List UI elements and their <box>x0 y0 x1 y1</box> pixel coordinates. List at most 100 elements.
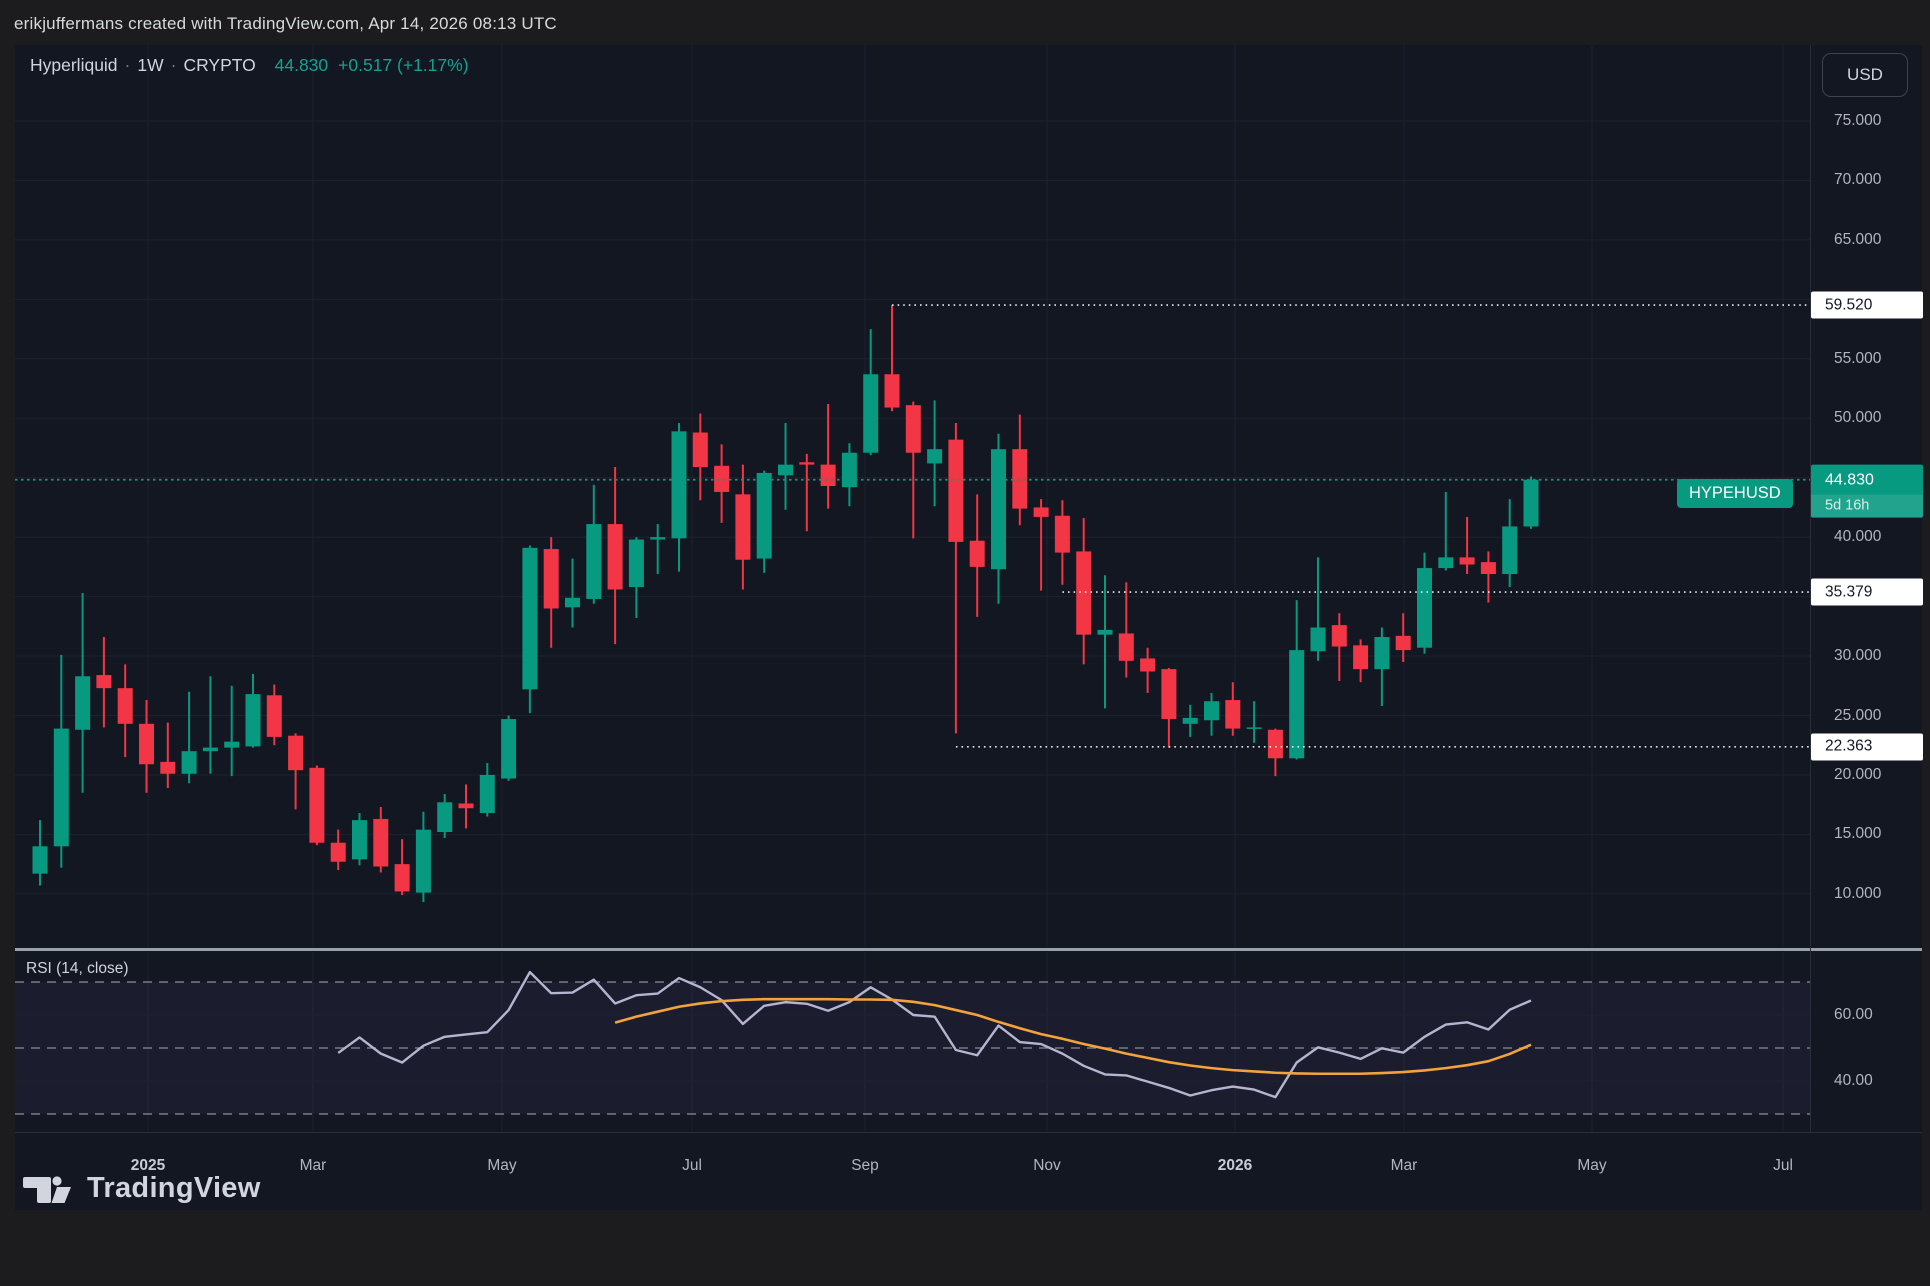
candle-body <box>948 439 964 542</box>
candle-body <box>479 774 495 813</box>
price-axis-tick: 55.000 <box>1834 349 1882 367</box>
candle-body <box>991 449 1006 570</box>
chart-widget[interactable]: Hyperliquid · 1W · CRYPTO 44.830 +0.517 (+1.1… <box>15 45 1923 1211</box>
candle-body <box>628 539 644 588</box>
candle-body <box>415 829 431 893</box>
price-axis-tick: 15.000 <box>1834 825 1882 843</box>
current-price-label: 44.830 5d 16h <box>1811 464 1923 518</box>
candle-body <box>1374 637 1390 670</box>
legend-values: 44.830 +0.517 (+1.17%) <box>275 55 479 75</box>
candle-body <box>181 751 197 774</box>
time-axis-label[interactable]: 2025 <box>130 1157 166 1174</box>
candle-body <box>1395 635 1411 651</box>
candle-body <box>288 735 304 771</box>
candle-body <box>756 472 772 559</box>
tradingview-logo[interactable]: TradingView <box>23 1172 261 1205</box>
candle-body <box>1502 526 1518 575</box>
price-axis-tick: 65.000 <box>1834 230 1882 248</box>
candle-body <box>309 767 325 843</box>
candle-body <box>1204 701 1219 721</box>
candle-body <box>1182 717 1198 724</box>
time-axis-label[interactable]: Mar <box>299 1157 327 1174</box>
price-axis-tick: 10.000 <box>1834 884 1882 902</box>
time-axis[interactable]: 2025 Mar May Jul Sep Nov 2026 Mar May Jul <box>15 1132 1922 1211</box>
candle-body <box>373 818 389 867</box>
price-axis-border <box>1810 45 1811 1132</box>
legend-separator: · <box>170 55 177 75</box>
candle-body <box>607 524 623 590</box>
time-axis-label[interactable]: Nov <box>1033 1157 1061 1174</box>
price-axis-tick: 30.000 <box>1834 647 1882 665</box>
candle-body <box>1267 729 1283 759</box>
candle-body <box>1459 557 1475 565</box>
legend-price: 44.830 <box>274 55 329 75</box>
tradingview-logo-icon <box>23 1175 71 1203</box>
candle-body <box>692 432 708 467</box>
time-axis-label[interactable]: Mar <box>1390 1157 1418 1174</box>
candle-body <box>75 676 91 730</box>
candle-body <box>1480 562 1496 575</box>
candle-body <box>1225 700 1241 729</box>
candle-body <box>32 846 48 874</box>
time-axis-label[interactable]: 2026 <box>1217 1157 1253 1174</box>
candle-body <box>884 374 900 408</box>
legend-symbol[interactable]: Hyperliquid <box>30 55 118 75</box>
chart-canvas[interactable] <box>15 45 1922 1210</box>
price-axis-tick: 25.000 <box>1834 706 1882 724</box>
price-axis-tick: 50.000 <box>1834 409 1882 427</box>
candle-body <box>969 540 985 567</box>
candle-body <box>1246 727 1262 729</box>
candle-body <box>820 464 836 487</box>
time-axis-label[interactable]: May <box>487 1157 517 1174</box>
attribution-text: erikjuffermans created with TradingView.… <box>14 14 557 33</box>
candle-body <box>1331 625 1347 647</box>
candle-body <box>501 719 517 779</box>
candle-body <box>437 802 453 833</box>
candle-body <box>863 374 879 453</box>
candle-body <box>1012 449 1028 509</box>
time-axis-label[interactable]: Sep <box>851 1157 879 1174</box>
time-axis-label[interactable]: Jul <box>1773 1157 1793 1174</box>
candle-body <box>927 449 943 464</box>
candle-body <box>735 494 751 560</box>
candle-body <box>1097 629 1113 635</box>
candle-body <box>714 465 730 492</box>
chart-legend[interactable]: Hyperliquid · 1W · CRYPTO 44.830 +0.517 (+1.1… <box>30 55 479 76</box>
candle-body <box>53 728 69 847</box>
candle-body <box>799 462 815 465</box>
candle-body <box>543 549 559 609</box>
rsi-axis-tick: 60.00 <box>1834 1006 1873 1023</box>
candle-body <box>1140 658 1156 672</box>
candle-body <box>1523 479 1539 527</box>
candle-body <box>1076 551 1092 635</box>
candle-body <box>139 723 154 765</box>
candle-body <box>841 452 857 488</box>
candle-body <box>1417 568 1432 648</box>
candle-body <box>671 431 687 539</box>
candle-countdown: 5d 16h <box>1811 494 1923 518</box>
price-axis-tick: 70.000 <box>1834 171 1882 189</box>
legend-interval[interactable]: 1W <box>137 55 164 75</box>
price-axis-tick: 75.000 <box>1834 112 1882 129</box>
rsi-indicator-label[interactable]: RSI (14, close) <box>26 960 129 977</box>
time-axis-label[interactable]: Jul <box>682 1157 702 1174</box>
currency-usd-button[interactable]: USD <box>1822 53 1908 97</box>
price-level-box: 59.520 <box>1811 291 1923 319</box>
candle-body <box>1353 645 1369 670</box>
rsi-axis-tick: 40.00 <box>1834 1072 1873 1089</box>
candle-body <box>650 537 666 540</box>
pane-divider[interactable] <box>15 948 1922 951</box>
current-price-value: 44.830 <box>1825 471 1874 489</box>
time-axis-label[interactable]: May <box>1577 1157 1607 1174</box>
price-axis-tick: 20.000 <box>1834 765 1882 783</box>
price-axis-tick: 40.000 <box>1834 528 1882 546</box>
candle-body <box>1118 633 1134 661</box>
candle-body <box>117 688 133 724</box>
symbol-price-tag[interactable]: HYPEHUSD <box>1677 479 1793 508</box>
rsi-ma-line <box>614 997 1532 1076</box>
candle-body <box>1310 627 1326 652</box>
candle-body <box>778 464 793 476</box>
candle-body <box>224 741 240 748</box>
tradingview-logo-text: TradingView <box>87 1172 261 1204</box>
